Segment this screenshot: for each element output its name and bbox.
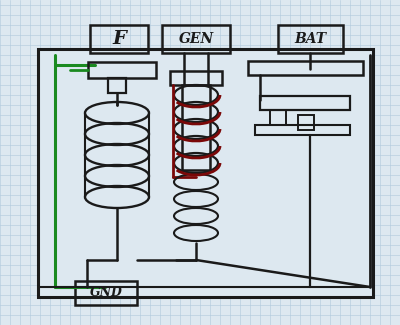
Bar	[90, 25, 148, 53]
Bar	[88, 62, 156, 78]
Bar	[260, 96, 350, 110]
Bar	[162, 25, 230, 53]
Bar	[75, 281, 137, 305]
Bar	[182, 85, 210, 170]
Bar	[248, 61, 363, 75]
Bar	[278, 25, 343, 53]
Text: GND: GND	[90, 287, 122, 300]
Bar	[170, 71, 222, 85]
Text: BAT: BAT	[294, 32, 326, 46]
Text: F: F	[112, 30, 126, 48]
Bar	[255, 125, 350, 135]
Bar	[38, 49, 373, 297]
Bar	[298, 115, 314, 130]
Text: GEN: GEN	[178, 32, 214, 46]
Bar	[38, 49, 373, 297]
Bar	[108, 78, 126, 93]
Bar	[270, 110, 286, 125]
